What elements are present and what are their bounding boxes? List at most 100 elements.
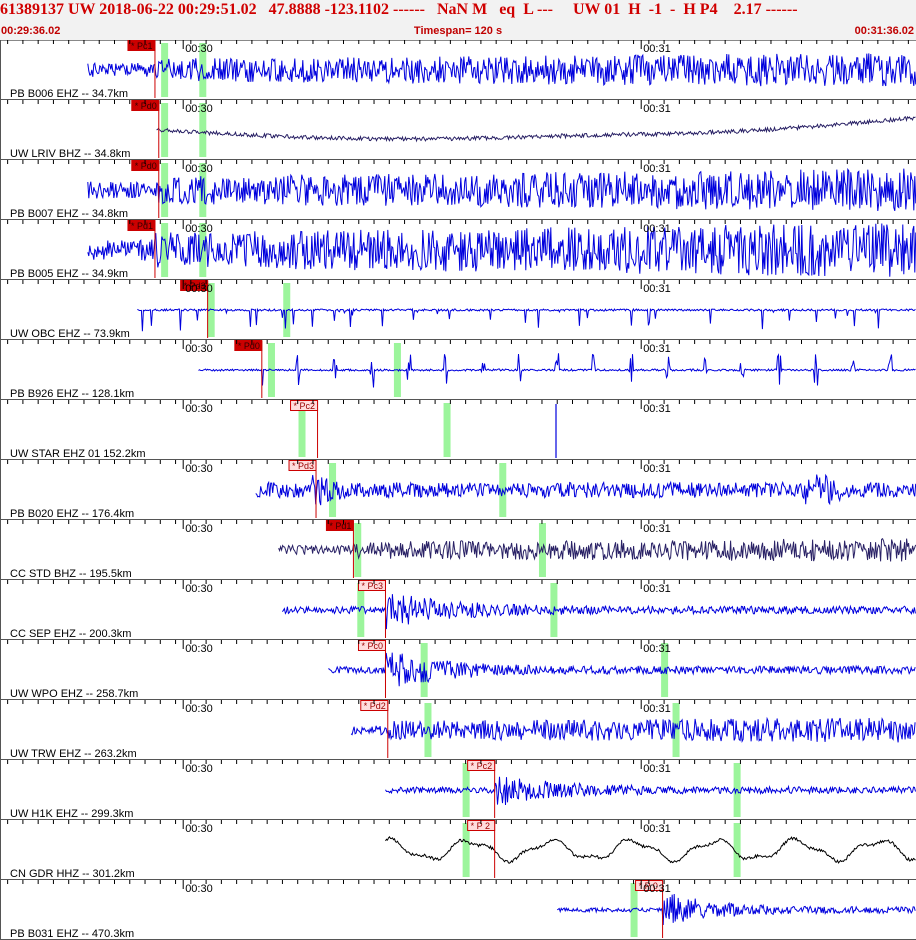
minute-label: 00:30	[185, 403, 213, 415]
station-label: CC STD BHZ -- 195.5km	[10, 568, 132, 580]
waveform	[198, 353, 916, 388]
minute-label: 00:31	[643, 883, 671, 895]
waveform	[278, 537, 916, 562]
minute-label: 00:31	[643, 283, 671, 295]
green-marker	[199, 103, 207, 157]
pick-label: * P 2	[471, 821, 490, 831]
minute-label: 00:30	[185, 523, 213, 535]
minute-label: 00:31	[643, 763, 671, 775]
trace-panel: * Pd0 00:30 00:31 UW LRIV BHZ -- 34.8km	[0, 100, 916, 160]
minute-label: 00:30	[185, 43, 213, 55]
green-marker	[199, 223, 207, 277]
station-label: PB B020 EHZ -- 176.4km	[10, 508, 134, 520]
pick-label: * Pc3	[361, 581, 383, 591]
minute-label: 00:31	[643, 583, 671, 595]
green-marker	[630, 883, 638, 937]
event-title: 61389137 UW 2018-06-22 00:29:51.02 47.88…	[0, 1, 798, 18]
end-time: 00:31:36.02	[854, 25, 914, 37]
minute-label: 00:30	[185, 583, 213, 595]
minute-label: 00:30	[185, 703, 213, 715]
station-label: UW H1K EHZ -- 299.3km	[10, 808, 133, 820]
pick-label-box	[357, 580, 386, 591]
minute-label: 00:31	[643, 163, 671, 175]
station-label: PB B031 EHZ -- 470.3km	[10, 928, 134, 940]
station-label: PB B007 EHZ -- 34.8km	[10, 208, 128, 220]
pick-label-box	[234, 340, 263, 351]
minute-label: 00:31	[643, 703, 671, 715]
minute-label: 00:31	[643, 103, 671, 115]
minute-label: 00:31	[643, 43, 671, 55]
pick-label: * Pc2	[471, 761, 493, 771]
waveform	[87, 223, 916, 277]
station-label: UW WPO EHZ -- 258.7km	[10, 688, 138, 700]
trace-panel: * Pd1 00:30 00:31 CC STD BHZ -- 195.5km	[0, 520, 916, 580]
minute-label: 00:30	[185, 883, 213, 895]
waveform	[87, 167, 916, 212]
pick-label-box	[357, 640, 386, 651]
pick-label: * Pd1	[131, 221, 153, 231]
pick-label-box	[127, 40, 156, 51]
green-marker	[672, 703, 680, 757]
trace-panel: * Pc3 00:30 00:31 CC SEP EHZ -- 200.3km	[0, 580, 916, 640]
green-marker	[357, 583, 365, 637]
minute-label: 00:31	[643, 523, 671, 535]
waveform	[255, 473, 916, 506]
green-marker	[161, 163, 169, 217]
pick-label-box	[325, 520, 354, 531]
minute-label: 00:31	[643, 823, 671, 835]
pick-label-box	[180, 280, 209, 291]
pick-label: * Pd0	[135, 161, 157, 171]
pick-label: * P 0	[639, 881, 658, 891]
pick-label: * Pd0	[135, 101, 157, 111]
station-label: UW STAR EHZ 01 152.2km	[10, 448, 146, 460]
waveform	[350, 716, 916, 744]
record-header: 61389137 UW 2018-06-22 00:29:51.02 47.88…	[0, 0, 916, 41]
minute-label: 00:30	[185, 763, 213, 775]
station-label: CC SEP EHZ -- 200.3km	[10, 628, 131, 640]
station-label: PB B006 EHZ -- 34.7km	[10, 88, 128, 100]
pick-label: * Pd3	[184, 281, 206, 291]
pick-label: * Pd0	[238, 341, 260, 351]
trace-panel: * P 0 00:30 00:31 PB B031 EHZ -- 470.3km	[0, 880, 916, 940]
minute-label: 00:30	[185, 283, 213, 295]
station-label: PB B005 EHZ -- 34.9km	[10, 268, 128, 280]
minute-label: 00:31	[643, 643, 671, 655]
minute-label: 00:30	[185, 163, 213, 175]
green-marker	[424, 703, 432, 757]
green-marker	[733, 823, 741, 877]
waveform	[156, 115, 916, 143]
trace-panel: * Pd2 00:30 00:31 UW TRW EHZ -- 263.2km	[0, 700, 916, 760]
minute-label: 00:30	[185, 223, 213, 235]
pick-label: * Pd3	[292, 461, 314, 471]
station-label: UW TRW EHZ -- 263.2km	[10, 748, 137, 760]
waveform	[137, 307, 916, 332]
pick-label: * Pd1	[329, 521, 351, 531]
waveform	[281, 594, 916, 630]
waveform	[385, 776, 916, 806]
minute-label: 00:31	[643, 403, 671, 415]
pick-label: * Pc1	[131, 41, 153, 51]
green-marker	[298, 403, 306, 457]
green-marker	[161, 223, 169, 277]
trace-panel: * Pd0 00:30 00:31 PB B007 EHZ -- 34.8km	[0, 160, 916, 220]
trace-panel: * Pd3 00:30 00:31 PB B020 EHZ -- 176.4km	[0, 460, 916, 520]
station-label: PB B926 EHZ -- 128.1km	[10, 388, 134, 400]
trace-panel: * Pc0 00:30 00:31 UW WPO EHZ -- 258.7km	[0, 640, 916, 700]
trace-panel: * Pc1 00:30 00:31 PB B006 EHZ -- 34.7km	[0, 40, 916, 100]
minute-label: 00:30	[185, 463, 213, 475]
waveform	[385, 835, 916, 864]
pick-label-box	[288, 460, 317, 471]
green-marker	[443, 403, 451, 457]
trace-panel: * Pd1 00:30 00:31 PB B005 EHZ -- 34.9km	[0, 220, 916, 280]
minute-label: 00:31	[643, 463, 671, 475]
start-time: 00:29:36.02	[1, 25, 61, 37]
green-marker	[207, 283, 215, 337]
green-marker	[329, 463, 337, 517]
waveform	[328, 652, 916, 687]
trace-panel: * Pc2 00:30 00:31 UW STAR EHZ 01 152.2km	[0, 400, 916, 460]
station-label: UW OBC EHZ -- 73.9km	[10, 328, 130, 340]
minute-label: 00:30	[185, 643, 213, 655]
minute-label: 00:30	[185, 823, 213, 835]
pick-label-box	[290, 400, 319, 411]
